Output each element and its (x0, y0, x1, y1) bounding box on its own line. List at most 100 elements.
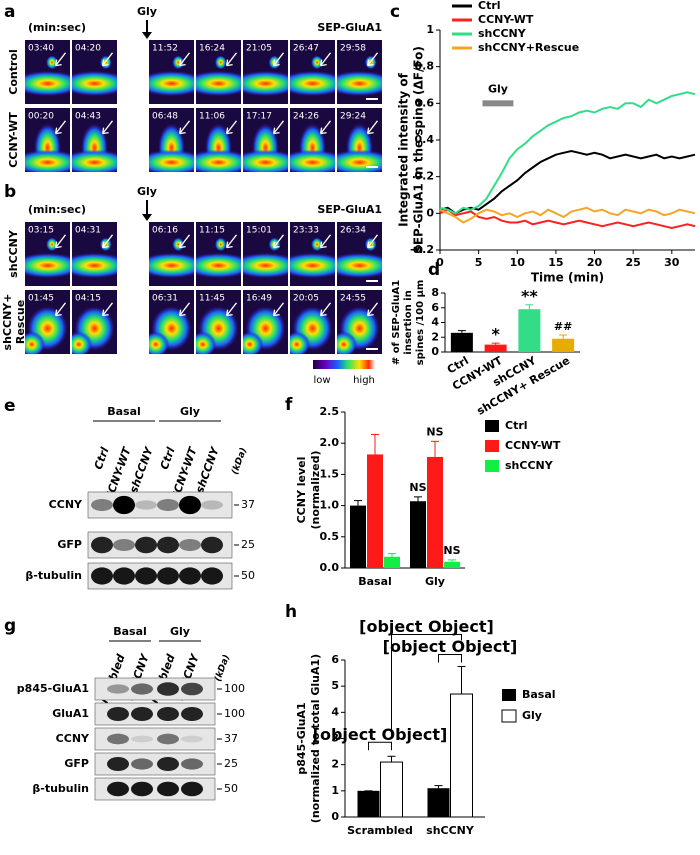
group-label: Gly (180, 405, 200, 418)
time-stamp: 04:43 (75, 112, 101, 122)
time-stamp: 06:31 (152, 294, 178, 304)
panel-letter: b (4, 182, 16, 202)
panel-letter: a (4, 2, 15, 22)
row-label: Control (7, 49, 20, 94)
spine-arrow (54, 302, 67, 317)
stimulus-bar (482, 100, 514, 107)
y-tick-label: -0.2 (410, 243, 434, 256)
size-label: 50 (224, 782, 238, 795)
y-tick-label: 0.4 (415, 133, 435, 146)
size-label: 25 (241, 538, 255, 551)
significance: ## (554, 320, 572, 333)
series-line (439, 206, 696, 224)
signal (72, 252, 117, 279)
image-tile: 21:05 (243, 40, 288, 104)
row-label: GFP (64, 757, 89, 770)
bar (450, 332, 473, 352)
annotation: Gly (488, 82, 508, 95)
spine-arrow (319, 120, 332, 135)
blot-band (91, 536, 113, 554)
blot-band (107, 756, 129, 772)
panel-letter: h (285, 602, 297, 622)
image-tile: 16:49 (243, 290, 288, 354)
blot-band (91, 498, 113, 512)
row-label: β-tubulin (32, 782, 89, 795)
row-label: CCNY-WT (7, 112, 20, 168)
unit-label: (kDa) (230, 446, 249, 476)
spine-arrow (366, 234, 379, 249)
time-stamp: 16:24 (199, 44, 225, 54)
blot-band (179, 538, 201, 552)
spine-arrow (178, 120, 191, 135)
blot-band (113, 495, 135, 515)
size-label: 25 (224, 757, 238, 770)
legend-label: shCCNY (478, 27, 527, 40)
legend-swatch (502, 689, 516, 701)
blot-band (201, 536, 223, 554)
blot-band (113, 538, 135, 552)
bar (484, 344, 507, 352)
row-label: Rescue (14, 300, 27, 344)
y-tick-label: 6 (331, 653, 339, 666)
signal (243, 331, 264, 354)
blot-band (131, 706, 153, 722)
time-stamp: 11:52 (152, 44, 178, 54)
blot-band (131, 735, 153, 743)
signal (243, 70, 288, 97)
y-axis-label: spines /100 μm (415, 280, 426, 366)
blot-band (181, 706, 203, 722)
blot-band (107, 706, 129, 722)
x-tick-label: Basal (358, 575, 392, 588)
image-tile: 11:15 (196, 222, 241, 286)
y-tick-label: 2.5 (320, 405, 340, 418)
blot-band (179, 567, 201, 585)
comparison-bracket (368, 741, 392, 751)
comparison-label: [object Object] (313, 725, 448, 744)
bar (427, 456, 443, 568)
x-tick-label: 20 (587, 256, 603, 269)
signal (149, 331, 170, 354)
series-line (439, 208, 696, 230)
image-tile: 11:06 (196, 108, 241, 172)
blot-strip (94, 702, 216, 726)
marker-label: SEP-GluA1 (317, 21, 382, 34)
spine-arrow (225, 234, 238, 249)
legend-label: Ctrl (478, 0, 501, 12)
y-tick-label: 8 (431, 286, 439, 299)
time-stamp: 04:20 (75, 44, 101, 54)
bar (380, 761, 403, 818)
signal (25, 331, 46, 354)
image-tile: 20:05 (290, 290, 335, 354)
bar (518, 309, 541, 352)
blot-band (113, 567, 135, 585)
blot-band (157, 781, 179, 797)
image-tile: 04:43 (72, 108, 117, 172)
comparison-label: [object Object] (383, 637, 518, 656)
y-tick-label: 3 (331, 732, 339, 745)
time-stamp: 17:17 (246, 112, 272, 122)
spine-arrow (272, 234, 285, 249)
x-tick-label: 10 (510, 256, 526, 269)
time-stamp: 20:05 (293, 294, 319, 304)
y-tick-label: 0.8 (415, 60, 435, 73)
bar (552, 338, 575, 352)
row-label: shCCNY+ (1, 294, 14, 351)
spine-arrow (366, 120, 379, 135)
panel-letter: c (390, 2, 400, 22)
x-axis-label: Time (min) (531, 271, 604, 285)
row-label: CCNY (56, 732, 90, 745)
legend-swatch (485, 460, 499, 472)
blot-band (179, 495, 201, 515)
blot-strip (94, 677, 216, 701)
legend-swatch (501, 709, 517, 723)
bar (450, 693, 473, 818)
row-label: β-tubulin (25, 569, 82, 582)
spine-arrow (319, 234, 332, 249)
y-axis-label: Integrated intensity of (397, 72, 411, 226)
time-stamp: 11:15 (199, 226, 225, 236)
y-tick-label: 4 (431, 316, 439, 329)
y-axis-label: (normalized) (309, 450, 322, 529)
y-tick-label: 0.2 (415, 170, 435, 183)
legend-label: shCCNY (505, 459, 554, 472)
